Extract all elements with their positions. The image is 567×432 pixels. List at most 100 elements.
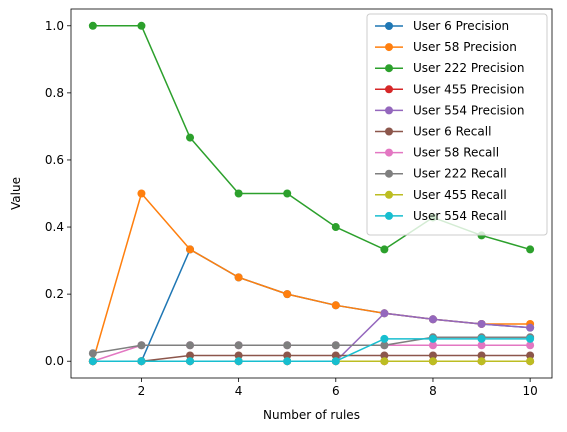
legend-label: User 6 Recall <box>413 125 491 139</box>
data-point <box>380 357 389 366</box>
legend-label: User 58 Recall <box>413 146 499 160</box>
data-point <box>137 341 146 350</box>
data-point <box>186 357 195 366</box>
legend-item: User 58 Precision <box>375 40 517 54</box>
data-point <box>526 323 535 332</box>
data-point <box>234 351 243 360</box>
legend-marker <box>385 211 393 220</box>
legend-marker <box>385 106 393 115</box>
data-point <box>283 189 292 198</box>
legend-marker <box>385 43 393 52</box>
data-point <box>380 334 389 343</box>
x-tick-label: 2 <box>138 384 146 398</box>
legend-label: User 554 Precision <box>413 103 524 117</box>
data-point <box>331 301 340 310</box>
data-point <box>380 245 389 254</box>
data-point <box>186 245 195 254</box>
data-point <box>137 21 146 30</box>
x-tick-label: 10 <box>522 384 537 398</box>
y-tick-label: 0.4 <box>45 220 64 234</box>
x-axis-label: Number of rules <box>263 408 360 422</box>
legend-item: User 554 Precision <box>375 103 524 117</box>
data-point <box>477 351 486 360</box>
data-point <box>186 341 195 350</box>
series-line <box>92 248 531 362</box>
y-axis-ticks: 0.0 0.2 0.4 0.6 0.8 1.0 <box>45 19 71 368</box>
data-point <box>88 357 97 366</box>
y-tick-label: 0.2 <box>45 287 64 301</box>
data-point <box>428 357 437 366</box>
series-layer <box>88 21 535 366</box>
data-point <box>283 351 292 360</box>
legend-label: User 58 Precision <box>413 40 517 54</box>
legend-item: User 455 Precision <box>375 82 524 96</box>
data-point <box>526 334 535 343</box>
data-point <box>331 357 340 366</box>
y-tick-label: 0.0 <box>45 354 64 368</box>
data-point <box>428 351 437 360</box>
data-point <box>331 351 340 360</box>
series-line <box>92 338 531 362</box>
y-tick-label: 0.8 <box>45 86 64 100</box>
data-point <box>186 133 195 142</box>
data-point <box>283 357 292 366</box>
data-point <box>331 223 340 232</box>
data-point <box>477 357 486 366</box>
legend-label: User 554 Recall <box>413 209 507 223</box>
legend-item: User 455 Recall <box>375 188 507 202</box>
series-5 <box>88 351 535 366</box>
legend-item: User 6 Precision <box>375 19 509 33</box>
legend-marker <box>385 169 393 178</box>
data-point <box>137 189 146 198</box>
data-point <box>234 341 243 350</box>
series-9 <box>88 334 535 366</box>
data-point <box>428 334 437 343</box>
data-point <box>428 315 437 324</box>
legend-label: User 6 Precision <box>413 19 509 33</box>
y-tick-label: 0.6 <box>45 153 64 167</box>
axes-frame <box>70 8 553 379</box>
y-axis-label: Value <box>9 177 23 210</box>
data-point <box>380 341 389 350</box>
data-point <box>186 351 195 360</box>
data-point <box>234 357 243 366</box>
legend-marker <box>385 148 393 157</box>
x-tick-label: 8 <box>429 384 437 398</box>
legend-marker <box>385 85 393 94</box>
legend-label: User 455 Recall <box>413 188 507 202</box>
data-point <box>283 290 292 299</box>
data-point <box>380 351 389 360</box>
data-point <box>380 309 389 318</box>
data-point <box>88 349 97 358</box>
data-point <box>526 357 535 366</box>
x-tick-label: 6 <box>332 384 340 398</box>
y-tick-label: 1.0 <box>45 19 64 33</box>
legend-box <box>366 13 548 236</box>
data-point <box>283 341 292 350</box>
data-point <box>428 341 437 350</box>
legend-label: User 222 Precision <box>413 61 524 75</box>
data-point <box>477 334 486 343</box>
legend-item: User 222 Recall <box>375 167 507 181</box>
legend: User 6 Precision User 58 Precision User 22… <box>366 13 548 236</box>
series-0 <box>88 245 535 366</box>
data-point <box>234 273 243 282</box>
series-line <box>92 336 531 354</box>
data-point <box>526 245 535 254</box>
legend-marker <box>385 127 393 136</box>
data-point <box>526 341 535 350</box>
legend-marker <box>385 64 393 73</box>
x-tick-label: 4 <box>235 384 243 398</box>
legend-item: User 58 Recall <box>375 146 499 160</box>
data-point <box>477 319 486 328</box>
legend-item: User 222 Precision <box>375 61 524 75</box>
data-point <box>477 341 486 350</box>
legend-item: User 554 Recall <box>375 209 507 223</box>
data-point <box>526 351 535 360</box>
data-point <box>137 357 146 366</box>
series-line <box>92 354 531 362</box>
data-point <box>234 189 243 198</box>
legend-marker <box>385 22 393 30</box>
legend-item: User 6 Recall <box>375 125 491 139</box>
